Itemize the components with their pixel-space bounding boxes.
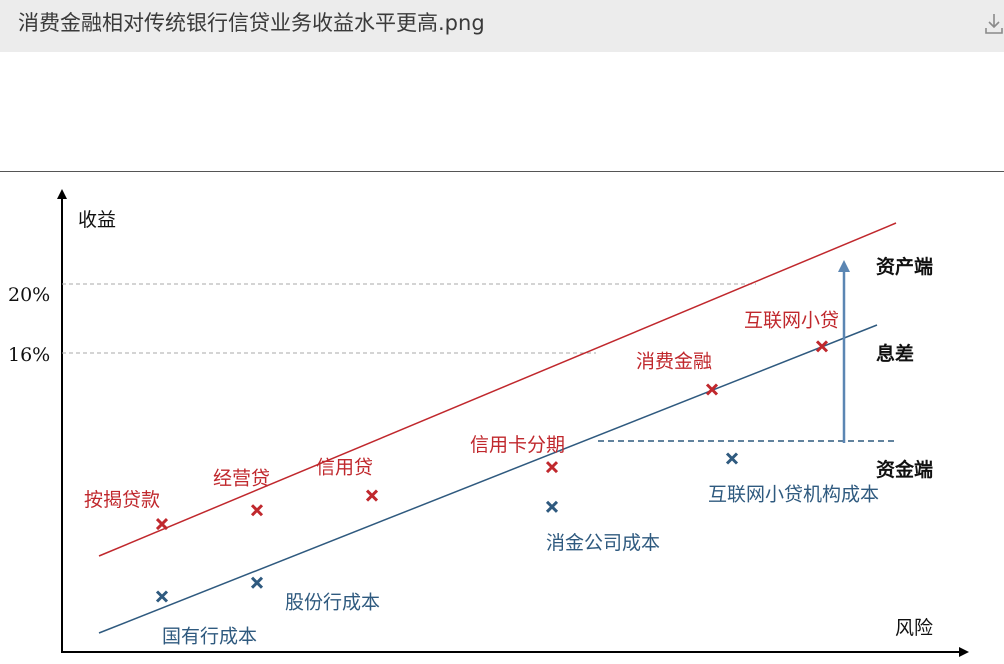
asset-point-marker-3: [545, 461, 559, 474]
funding-point-marker-1: [250, 576, 264, 589]
annotation-funding-side: 资金端: [876, 458, 933, 481]
risk-return-chart: 收益 风险 20% 16% 资产端 息差 资金端 按揭贷款 经营贷 信用贷 信用卡分期…: [8, 189, 969, 657]
image-top-border: [0, 171, 1004, 172]
asset-point-label-1: 经营贷: [213, 467, 270, 489]
funding-point-label-3: 互联网小贷机构成本: [708, 484, 879, 506]
asset-point-marker-2: [365, 489, 379, 502]
asset-point-label-4: 消费金融: [636, 351, 712, 373]
annotation-spread: 息差: [876, 342, 914, 365]
download-icon[interactable]: [984, 12, 1004, 36]
y-tick-label-16: 16%: [8, 344, 50, 366]
y-tick-label-20: 20%: [8, 284, 50, 306]
asset-point-label-0: 按揭贷款: [84, 489, 160, 511]
asset-point-label-5: 互联网小贷: [744, 309, 839, 331]
annotation-asset-side: 资产端: [876, 255, 933, 278]
asset-trend-line: [98, 222, 897, 557]
x-axis-label: 风险: [895, 617, 933, 639]
file-title: 消费金融相对传统银行信贷业务收益水平更高.png: [18, 11, 485, 35]
funding-point-marker-3: [725, 452, 739, 465]
funding-point-marker-0: [155, 590, 169, 603]
image-viewer-titlebar: 消费金融相对传统银行信贷业务收益水平更高.png: [0, 0, 1004, 52]
asset-point-label-2: 信用贷: [316, 457, 373, 479]
funding-point-label-0: 国有行成本: [162, 626, 257, 648]
funding-point-label-2: 消金公司成本: [546, 532, 660, 554]
asset-point-marker-1: [250, 504, 264, 517]
funding-point-label-1: 股份行成本: [285, 592, 380, 614]
asset-point-label-3: 信用卡分期: [470, 434, 565, 456]
y-axis-label: 收益: [78, 209, 116, 231]
funding-trend-line: [98, 324, 878, 634]
asset-point-marker-4: [705, 383, 719, 396]
asset-point-marker-5: [815, 340, 829, 353]
asset-point-marker-0: [155, 517, 169, 531]
funding-point-marker-2: [545, 500, 559, 513]
